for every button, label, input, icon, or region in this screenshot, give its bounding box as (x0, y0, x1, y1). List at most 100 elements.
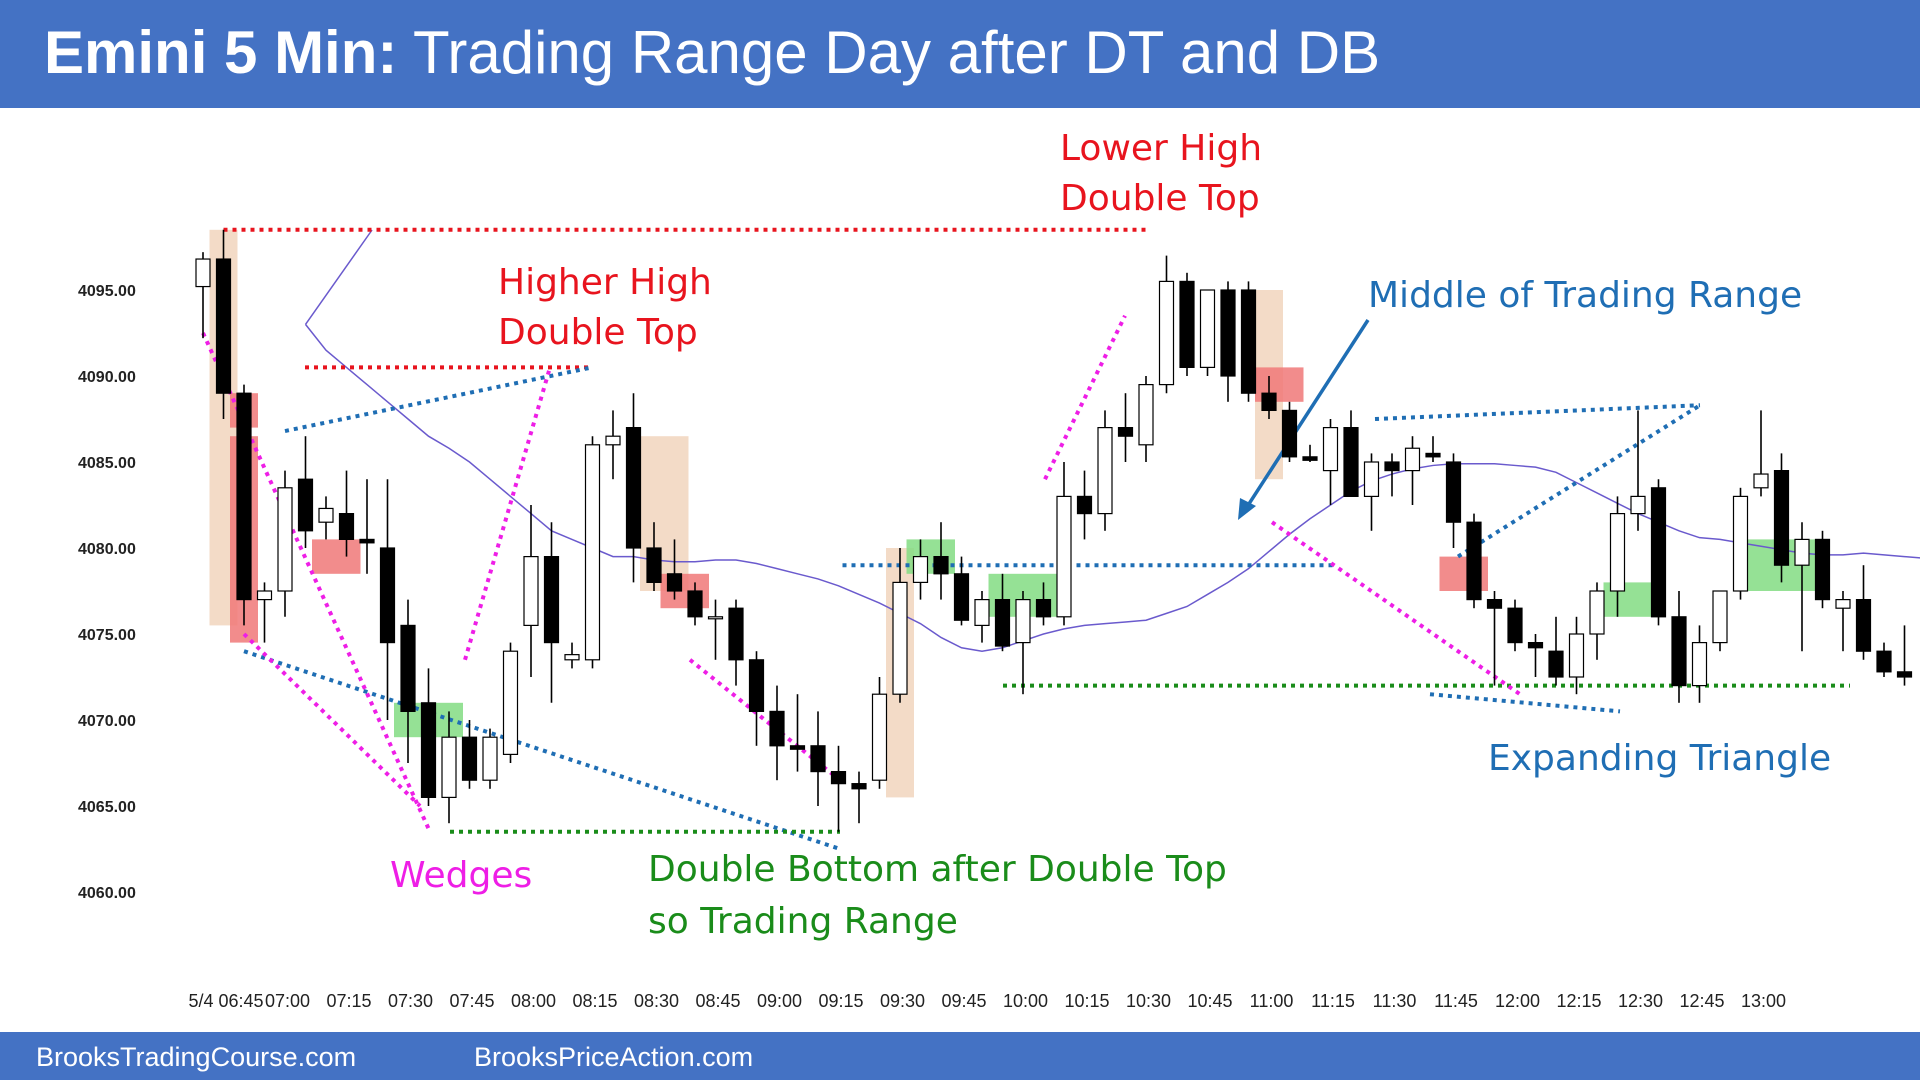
candle-body-75 (1732, 495, 1749, 592)
candle-body-49 (1199, 289, 1216, 369)
y-tick-label: 4060.00 (78, 885, 136, 902)
candle-body-24 (687, 590, 703, 618)
header-bar: Emini 5 Min: Trading Range Day after DT … (0, 0, 1920, 108)
y-tick-label: 4065.00 (78, 799, 136, 816)
candle-body-82 (1876, 650, 1892, 673)
candle-body-48 (1179, 280, 1195, 368)
candle-body-37 (953, 573, 970, 621)
candle-body-19 (584, 444, 601, 661)
candle-body-30 (810, 745, 826, 773)
candle-body-80 (1835, 599, 1851, 609)
pattern-line-11 (242, 632, 422, 808)
candle-body-74 (1712, 590, 1728, 644)
candle-body-21 (625, 427, 642, 549)
candle-body-3 (256, 590, 273, 601)
middle-range-arrow (1243, 319, 1370, 511)
candle-body-33 (871, 693, 888, 781)
x-tick-label: 09:00 (757, 991, 802, 1011)
candle-body-7 (338, 513, 355, 541)
candle-body-5 (297, 478, 314, 532)
x-tick-label: 11:30 (1373, 991, 1417, 1011)
candle-body-43 (1076, 495, 1093, 515)
candle-body-60 (1425, 452, 1441, 458)
candle-body-70 (1630, 495, 1646, 515)
pattern-line-6 (1456, 403, 1702, 559)
candle-body-11 (420, 702, 437, 798)
candle-body-32 (851, 783, 867, 790)
candle-body-22 (646, 547, 662, 584)
x-tick-label: 07:15 (326, 991, 371, 1011)
candle-body-13 (461, 736, 478, 781)
pattern-line-3 (243, 649, 841, 851)
candle-body-35 (912, 556, 929, 584)
x-tick-label: 09:45 (941, 991, 986, 1011)
candle-body-68 (1589, 590, 1605, 635)
candle-body-15 (502, 650, 519, 756)
x-tick-label: 12:45 (1679, 991, 1724, 1011)
x-tick-label: 11:45 (1434, 991, 1478, 1011)
x-tick-label: 10:00 (1003, 991, 1048, 1011)
x-tick-label: 09:30 (880, 991, 925, 1011)
annotation-lower-high-line1: Lower High (1060, 128, 1262, 169)
candle-body-66 (1548, 650, 1564, 678)
x-tick-label: 10:45 (1187, 991, 1232, 1011)
candle-body-50 (1220, 289, 1236, 377)
candle-body-44 (1097, 427, 1113, 515)
x-tick-label: 13:00 (1741, 991, 1786, 1011)
candle-body-73 (1691, 641, 1708, 687)
candle-body-31 (830, 770, 847, 785)
y-tick-label: 4070.00 (78, 713, 136, 730)
candle-body-69 (1609, 513, 1626, 592)
candle-body-2 (236, 392, 252, 601)
candle-body-53 (1281, 409, 1298, 458)
candle-body-40 (1015, 599, 1031, 644)
footer-bar: BrooksTradingCourse.com BrooksPriceActio… (0, 1032, 1920, 1080)
candle-body-26 (728, 607, 744, 661)
axis-labels: 4060.00 4065.00 4070.00 4075.00 4080.00 4085.… (78, 283, 1786, 1011)
candle-body-39 (994, 599, 1011, 647)
x-tick-label: 10:15 (1064, 991, 1109, 1011)
candlestick-chart: 4060.00 4065.00 4070.00 4075.00 4080.00 4085.… (78, 128, 1920, 1011)
candle-body-28 (769, 710, 785, 747)
candle-body-36 (933, 556, 949, 575)
pattern-line-7 (1429, 692, 1621, 714)
x-tick-label: 08:30 (634, 991, 679, 1011)
y-tick-label: 4085.00 (78, 455, 136, 472)
annotation-lower-high-line2: Double Top (1060, 178, 1260, 219)
candle-body-67 (1568, 633, 1585, 678)
x-tick-label: 12:00 (1495, 991, 1540, 1011)
pattern-line-14 (1043, 314, 1127, 481)
pattern-line-15 (1270, 520, 1522, 696)
candle-body-6 (318, 507, 334, 523)
x-tick-label: 07:00 (265, 991, 310, 1011)
candle-body-1 (215, 258, 232, 394)
candle-body-64 (1507, 607, 1523, 644)
y-tick-label: 4090.00 (78, 369, 136, 386)
shade-box-3 (312, 539, 361, 574)
annotation-middle-of-range: Middle of Trading Range (1368, 275, 1802, 316)
candle-body-45 (1117, 427, 1134, 437)
candle-body-56 (1343, 427, 1359, 498)
candle-body-63 (1486, 599, 1503, 609)
candle-body-17 (543, 556, 560, 644)
candle-body-0 (195, 258, 211, 288)
candle-body-52 (1261, 392, 1277, 412)
candle-body-54 (1302, 456, 1318, 461)
candle-body-16 (523, 556, 539, 627)
pattern-line-2 (284, 365, 593, 433)
candle-body-81 (1855, 599, 1872, 652)
x-tick-label: 10:30 (1126, 991, 1171, 1011)
ema-line-start (304, 229, 373, 325)
footer-site-right: BrooksPriceAction.com (474, 1042, 754, 1072)
annotation-higher-high-line1: Higher High (498, 262, 712, 303)
candles (195, 229, 1913, 832)
footer-site-left: BrooksTradingCourse.com (36, 1042, 357, 1072)
candle-body-8 (359, 538, 375, 544)
x-tick-label: 5/4 06:45 (188, 991, 263, 1011)
x-tick-label: 12:30 (1618, 991, 1663, 1011)
annotation-texts: Lower High Double Top Higher High Double… (390, 128, 1831, 942)
y-tick-label: 4080.00 (78, 541, 136, 558)
middle-range-arrowhead (1238, 498, 1256, 520)
candle-body-41 (1035, 599, 1052, 618)
candle-body-76 (1753, 473, 1769, 489)
